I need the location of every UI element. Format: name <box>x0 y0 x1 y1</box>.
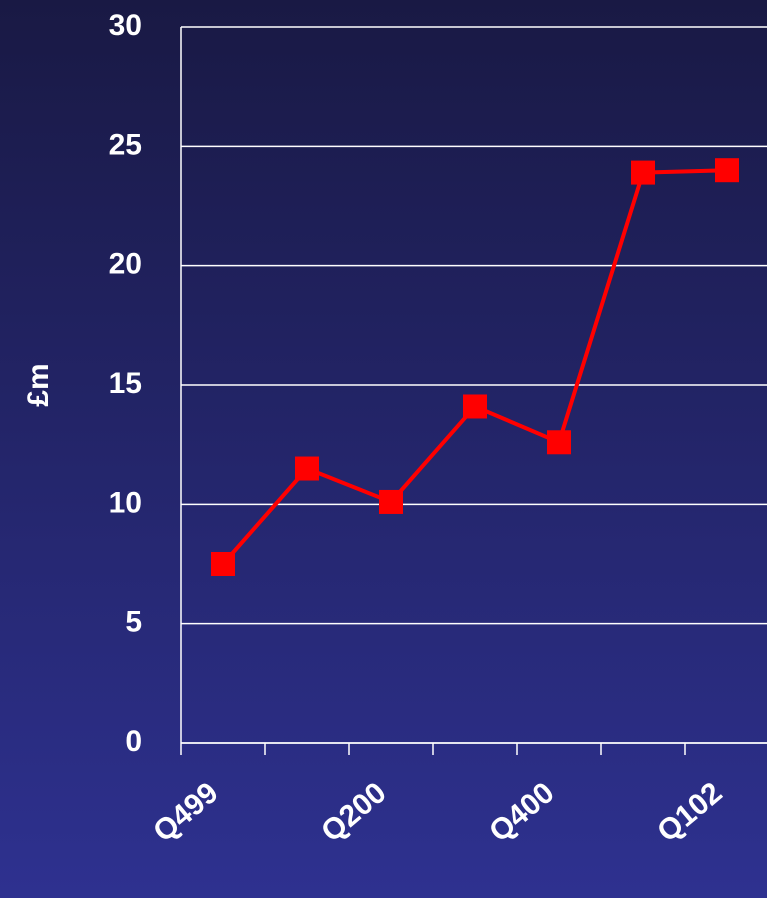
y-tick-label: 25 <box>109 128 142 161</box>
y-tick-label: 30 <box>109 9 142 42</box>
marker <box>631 160 655 185</box>
y-tick-label: 10 <box>109 486 142 519</box>
x-tick-label: Q102 <box>651 776 728 848</box>
marker <box>463 394 487 419</box>
marker <box>211 552 235 576</box>
y-tick-label: 15 <box>109 367 142 400</box>
x-tick-label: Q499 <box>147 776 224 848</box>
marker <box>379 489 403 514</box>
marker <box>715 158 739 183</box>
y-tick-label: 0 <box>125 725 142 758</box>
y-tick-label: 20 <box>109 248 142 281</box>
marker <box>547 430 571 455</box>
y-tick-label: 5 <box>125 606 142 639</box>
x-tick-label: Q200 <box>315 776 392 848</box>
y-axis-label: £m <box>22 363 55 406</box>
x-tick-label: Q400 <box>483 776 560 848</box>
marker <box>295 456 319 481</box>
